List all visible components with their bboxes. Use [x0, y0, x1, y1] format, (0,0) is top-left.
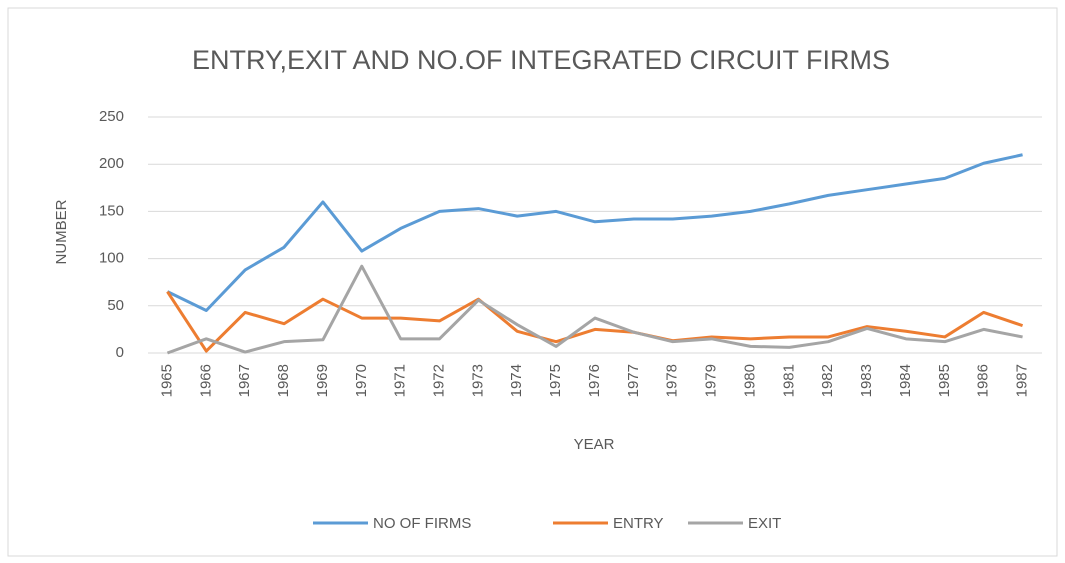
y-tick-label: 0	[116, 344, 124, 361]
y-tick-label: 50	[107, 297, 124, 314]
x-tick-label: 1973	[469, 364, 486, 397]
chart-border	[7, 7, 1058, 557]
series-line	[166, 153, 1023, 313]
x-tick-label: 1979	[703, 364, 720, 397]
x-tick-label: 1984	[897, 364, 914, 397]
x-tick-label: 1966	[197, 364, 214, 397]
x-tick-label: 1982	[819, 364, 836, 397]
x-tick-label: 1978	[664, 364, 681, 397]
series-line	[166, 290, 1024, 353]
chart-title: ENTRY,EXIT AND NO.OF INTEGRATED CIRCUIT …	[192, 45, 890, 75]
x-axis-label: YEAR	[574, 436, 615, 453]
x-tick-label: 1970	[353, 364, 370, 397]
x-tick-label: 1967	[236, 364, 253, 397]
x-tick-label: 1965	[158, 364, 175, 397]
legend-label: ENTRY	[613, 515, 664, 532]
x-tick-label: 1977	[625, 364, 642, 397]
x-tick-label: 1975	[547, 364, 564, 397]
x-tick-label: 1974	[508, 364, 525, 397]
x-tick-label: 1983	[858, 364, 875, 397]
legend-label: NO OF FIRMS	[373, 515, 471, 532]
legend-label: EXIT	[748, 515, 781, 532]
y-axis-label: NUMBER	[53, 199, 70, 264]
x-tick-label: 1987	[1014, 364, 1031, 397]
x-tick-label: 1969	[314, 364, 331, 397]
y-tick-label: 200	[99, 155, 124, 172]
x-tick-label: 1971	[392, 364, 409, 397]
x-tick-label: 1981	[780, 364, 797, 397]
x-tick-label: 1968	[275, 364, 292, 397]
y-tick-label: 100	[99, 250, 124, 267]
x-tick-label: 1976	[586, 364, 603, 397]
y-tick-label: 150	[99, 202, 124, 219]
x-tick-label: 1985	[936, 364, 953, 397]
x-tick-label: 1986	[975, 364, 992, 397]
y-tick-label: 250	[99, 108, 124, 125]
x-tick-label: 1980	[741, 364, 758, 397]
series-line	[166, 264, 1023, 355]
x-tick-label: 1972	[430, 364, 447, 397]
